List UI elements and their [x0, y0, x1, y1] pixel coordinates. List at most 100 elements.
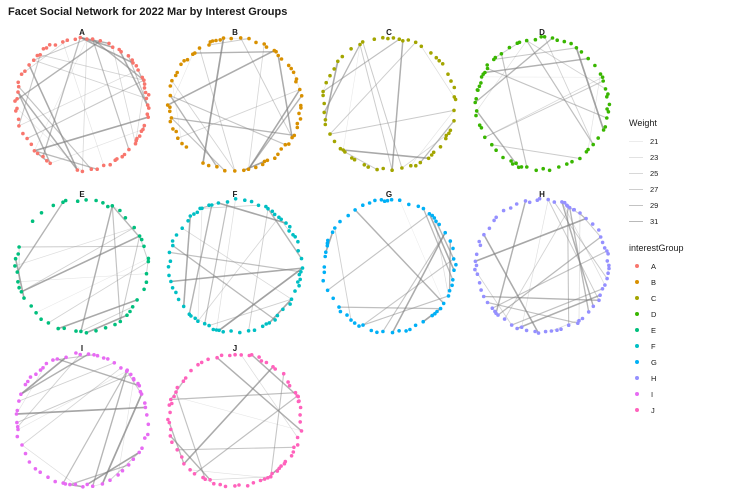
node-J	[249, 353, 254, 357]
node-H	[560, 200, 564, 204]
node-H	[492, 218, 496, 223]
node-I	[78, 352, 82, 357]
node-C	[448, 128, 453, 133]
node-H	[607, 263, 611, 268]
edge-F	[201, 204, 259, 209]
node-G	[434, 219, 438, 224]
node-J	[170, 401, 174, 406]
edge-A	[135, 84, 145, 144]
node-E	[137, 234, 142, 238]
node-D	[603, 125, 608, 129]
node-I	[90, 484, 95, 489]
node-J	[298, 420, 303, 424]
node-E	[39, 211, 44, 215]
node-F	[297, 272, 302, 277]
node-J	[245, 484, 250, 488]
node-H	[501, 208, 506, 213]
node-E	[142, 287, 146, 292]
node-A	[98, 39, 103, 43]
node-F	[296, 249, 301, 253]
edge-J	[183, 366, 274, 465]
node-D	[550, 36, 555, 40]
node-J	[172, 394, 176, 399]
node-I	[137, 450, 141, 455]
node-E	[94, 329, 98, 333]
node-H	[546, 197, 550, 202]
node-E	[15, 270, 20, 274]
weight-legend-line	[629, 172, 643, 174]
node-H	[474, 263, 479, 268]
node-A	[44, 46, 49, 50]
node-G	[382, 199, 387, 203]
node-A	[78, 35, 83, 40]
edge-G	[428, 213, 455, 271]
edge-G	[354, 209, 445, 304]
node-D	[542, 35, 547, 39]
node-C	[360, 40, 365, 44]
node-H	[578, 211, 582, 215]
node-G	[357, 324, 361, 328]
facet-label-I: I	[81, 344, 83, 353]
node-F	[217, 328, 221, 333]
node-A	[35, 53, 40, 58]
node-B	[165, 103, 170, 107]
node-I	[23, 382, 28, 387]
node-I	[15, 434, 20, 439]
node-I	[55, 357, 60, 361]
node-B	[291, 70, 296, 75]
node-I	[138, 389, 143, 394]
facet-panel-H: H	[473, 190, 611, 335]
node-F	[272, 212, 277, 217]
node-I	[92, 353, 96, 357]
node-B	[274, 49, 278, 54]
node-A	[140, 75, 145, 80]
edge-C	[362, 41, 403, 169]
node-E	[56, 326, 60, 331]
node-E	[63, 198, 68, 203]
node-B	[168, 119, 173, 124]
node-J	[175, 448, 179, 452]
node-C	[349, 47, 353, 51]
node-H	[536, 331, 541, 335]
node-A	[80, 169, 85, 174]
edge-A	[18, 54, 41, 127]
node-I	[143, 401, 147, 405]
node-H	[602, 246, 607, 250]
node-G	[346, 213, 351, 218]
node-C	[452, 108, 456, 113]
node-B	[168, 109, 172, 114]
node-J	[295, 443, 300, 447]
node-E	[17, 285, 21, 290]
node-A	[23, 69, 27, 73]
node-J	[192, 472, 197, 476]
node-G	[367, 201, 372, 205]
edge-E	[80, 306, 133, 332]
node-A	[29, 142, 34, 147]
edge-C	[420, 46, 456, 100]
node-B	[283, 142, 288, 147]
node-J	[228, 353, 232, 358]
node-D	[525, 165, 529, 169]
node-I	[112, 361, 117, 365]
edge-H	[521, 199, 549, 328]
edge-C	[391, 40, 404, 171]
node-J	[168, 434, 173, 438]
group-legend-label: H	[651, 373, 657, 383]
node-J	[296, 394, 301, 399]
node-F	[196, 319, 200, 324]
edge-B	[169, 95, 218, 168]
node-A	[75, 168, 80, 172]
node-H	[600, 287, 605, 291]
weight-legend-label: 27	[650, 184, 659, 194]
node-H	[586, 310, 591, 314]
node-H	[478, 243, 483, 248]
node-J	[168, 410, 172, 415]
edge-H	[511, 288, 603, 326]
node-J	[292, 445, 296, 450]
node-G	[407, 202, 411, 207]
node-H	[487, 226, 492, 231]
edge-H	[569, 207, 590, 313]
node-I	[120, 468, 125, 473]
edge-B	[171, 80, 236, 172]
node-A	[137, 134, 142, 138]
